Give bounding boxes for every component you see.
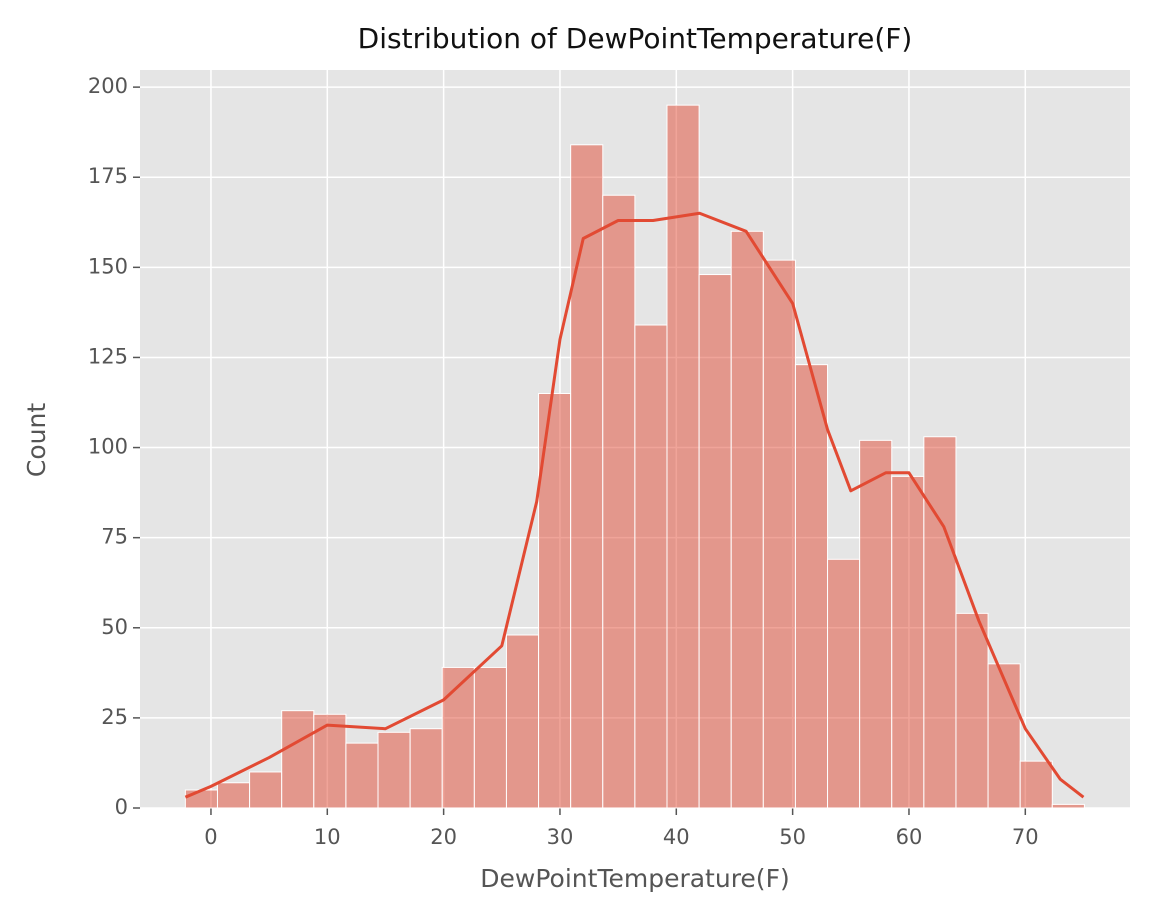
bar: [1051, 803, 1085, 809]
y-tick-label: 25: [101, 705, 128, 729]
x-tick-label: 0: [204, 825, 217, 849]
bar: [377, 731, 411, 809]
x-tick-label: 10: [314, 825, 341, 849]
bar: [1019, 760, 1053, 809]
y-tick-label: 100: [88, 435, 128, 459]
bar: [955, 612, 989, 809]
bar: [281, 710, 315, 809]
x-axis-label: DewPointTemperature(F): [480, 864, 789, 893]
bar: [634, 324, 668, 809]
x-tick-label: 30: [547, 825, 574, 849]
bar: [827, 558, 861, 809]
bar: [441, 666, 475, 809]
bar: [570, 144, 604, 809]
y-tick-label: 150: [88, 254, 128, 278]
bar: [987, 663, 1021, 809]
bar: [345, 742, 379, 809]
y-tick-label: 125: [88, 344, 128, 368]
y-tick-label: 175: [88, 164, 128, 188]
x-tick-label: 20: [430, 825, 457, 849]
y-tick-label: 200: [88, 74, 128, 98]
bar: [666, 104, 700, 809]
x-tick-label: 60: [896, 825, 923, 849]
x-tick-label: 70: [1012, 825, 1039, 849]
x-tick-label: 50: [779, 825, 806, 849]
bar: [762, 259, 796, 809]
chart-title: Distribution of DewPointTemperature(F): [358, 22, 913, 55]
x-tick-label: 40: [663, 825, 690, 849]
bar: [216, 782, 251, 809]
y-axis-label: Count: [22, 403, 51, 477]
bar: [891, 475, 925, 809]
y-tick-label: 0: [115, 795, 128, 819]
bar: [473, 666, 507, 809]
kde-line: [184, 211, 1085, 799]
bar: [602, 194, 636, 809]
bar: [730, 230, 764, 809]
bar: [249, 771, 283, 809]
y-tick-label: 50: [101, 615, 128, 639]
y-tick-label: 75: [101, 525, 128, 549]
bar: [923, 436, 957, 809]
bar: [184, 789, 218, 809]
bar: [409, 728, 443, 809]
bar: [505, 634, 540, 809]
bar: [698, 274, 732, 809]
bar: [794, 364, 829, 809]
bar: [859, 439, 893, 809]
